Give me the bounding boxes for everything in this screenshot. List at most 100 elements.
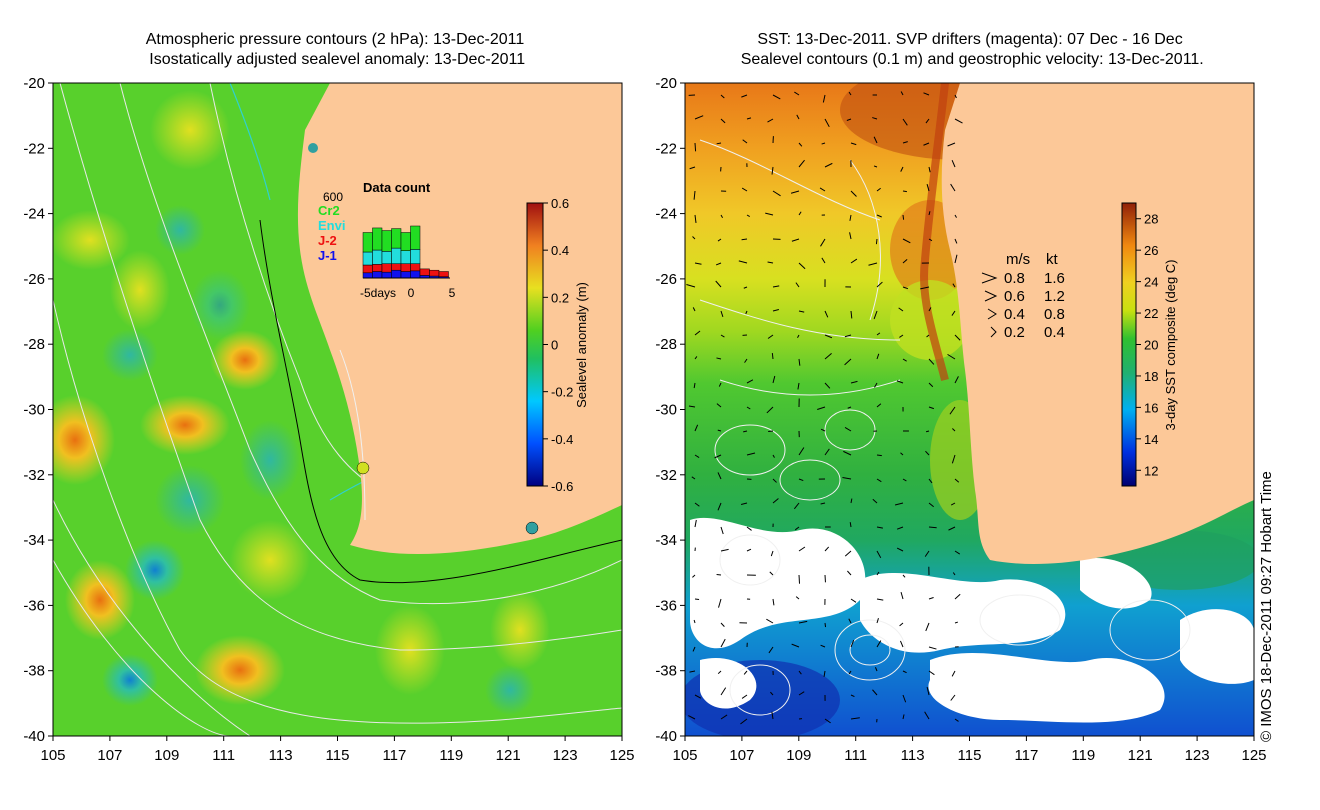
velocity-arrow — [821, 142, 826, 145]
velocity-arrow — [692, 574, 696, 578]
velocity-arrow — [928, 238, 933, 242]
velocity-legend-kt: 0.4 — [1044, 324, 1065, 341]
velocity-arrow — [950, 183, 956, 192]
velocity-arrow — [925, 118, 930, 124]
velocity-arrow — [766, 406, 774, 414]
velocity-arrow — [876, 640, 882, 648]
colorbar-tick-label: 18 — [1144, 369, 1158, 384]
velocity-arrow — [902, 141, 908, 144]
velocity-arrow — [771, 711, 774, 720]
velocity-arrow — [954, 478, 960, 483]
y-tick-label: -32 — [655, 467, 677, 484]
x-tick-label: 117 — [1014, 747, 1038, 764]
inset-bar-cr2 — [391, 228, 402, 249]
inset-bar-cr2 — [362, 232, 373, 253]
x-tick-label: 115 — [958, 747, 982, 764]
velocity-arrow — [872, 498, 878, 504]
velocity-arrow — [798, 546, 806, 552]
x-tick-label: 111 — [844, 747, 867, 764]
velocity-arrow — [848, 91, 852, 96]
velocity-arrow — [746, 214, 750, 217]
x-tick-label: 125 — [1241, 747, 1266, 764]
velocity-arrow — [850, 598, 857, 603]
velocity-legend-ms: 0.8 — [1004, 270, 1025, 287]
inset-bar-j-1 — [410, 270, 421, 279]
sla-colorbar-ticks: 0.6 0.4 0.2 0 -0.2 -0.4 -0.6 — [543, 196, 573, 494]
velocity-arrow — [902, 214, 905, 220]
velocity-arrow — [746, 117, 752, 120]
velocity-arrow — [746, 526, 752, 531]
velocity-arrow — [894, 502, 904, 506]
x-tick-label: 105 — [672, 747, 697, 764]
inset-bar-j-1 — [362, 272, 373, 279]
sla-colorbar — [526, 202, 544, 487]
y-tick-label: -24 — [23, 206, 45, 223]
velocity-arrow — [694, 356, 698, 360]
sla-colorbar-label: Sealevel anomaly (m) — [574, 282, 589, 408]
inset-bar-cr2 — [400, 232, 411, 251]
colorbar-tick-label: 20 — [1144, 338, 1158, 353]
left-map-axis-ticks: 105 107 109 111 113 115 117 119 121 123 125 -20 -22 -… — [23, 75, 634, 764]
velocity-arrow — [874, 382, 878, 388]
velocity-arrow — [844, 550, 852, 557]
velocity-arrow — [950, 502, 956, 506]
velocity-arrow — [718, 598, 722, 608]
velocity-arrow — [899, 334, 904, 338]
velocity-arrow — [902, 238, 911, 244]
velocity-arrow — [954, 334, 961, 341]
inset-bar-j-2 — [391, 263, 402, 271]
velocity-arrow — [850, 717, 860, 720]
velocity-arrow — [767, 261, 774, 264]
inset-legend-envi: Envi — [318, 218, 345, 233]
velocity-arrow — [850, 258, 858, 264]
velocity-legend-unit-kt: kt — [1046, 251, 1059, 268]
velocity-arrow — [686, 284, 696, 288]
velocity-arrow — [924, 550, 930, 557]
velocity-arrow — [765, 212, 774, 216]
velocity-arrow — [928, 670, 935, 676]
velocity-arrow — [947, 353, 956, 360]
inset-legend-j-2: J-2 — [318, 233, 337, 248]
velocity-legend-ms: 0.4 — [1004, 306, 1025, 323]
velocity-arrow — [954, 254, 958, 264]
velocity-arrow — [951, 454, 956, 464]
velocity-arrow — [952, 572, 956, 576]
velocity-arrow — [772, 375, 776, 384]
velocity-arrow — [824, 448, 830, 456]
velocity-arrow — [741, 694, 748, 699]
velocity-arrow — [772, 285, 780, 288]
velocity-arrow — [720, 622, 725, 627]
y-tick-label: -40 — [23, 728, 45, 745]
colorbar-tick-label: 26 — [1144, 243, 1158, 258]
velocity-arrow — [847, 406, 852, 409]
velocity-arrow — [793, 502, 800, 510]
y-tick-label: -26 — [23, 271, 45, 288]
velocity-arrow — [720, 334, 725, 338]
velocity-arrow — [954, 621, 959, 624]
x-tick-label: 107 — [97, 747, 122, 764]
velocity-arrow — [900, 452, 904, 456]
x-tick-label: 113 — [269, 747, 293, 764]
velocity-arrow — [771, 353, 774, 360]
velocity-arrow — [876, 214, 882, 218]
colorbar-tick-label: 14 — [1144, 432, 1158, 447]
inset-xlabel: -5days — [360, 286, 396, 300]
x-tick-label: 125 — [609, 747, 634, 764]
inset-legend-cr2: Cr2 — [318, 203, 340, 218]
velocity-arrow — [954, 214, 957, 218]
colorbar-tick-label: 0.6 — [551, 196, 569, 211]
velocity-arrow — [821, 257, 826, 264]
left-map-title: Atmospheric pressure contours (2 hPa): 1… — [145, 31, 526, 68]
velocity-arrow — [717, 429, 722, 432]
velocity-arrow — [902, 259, 908, 264]
velocity-arrow — [720, 94, 725, 99]
x-tick-label: 119 — [1071, 747, 1095, 764]
velocity-arrow — [798, 159, 805, 168]
velocity-arrow — [928, 478, 933, 484]
velocity-arrow — [824, 118, 830, 128]
velocity-arrow — [875, 238, 878, 245]
velocity-arrow — [791, 238, 800, 242]
colorbar-tick-label: 28 — [1144, 212, 1158, 227]
velocity-arrow — [899, 640, 904, 648]
